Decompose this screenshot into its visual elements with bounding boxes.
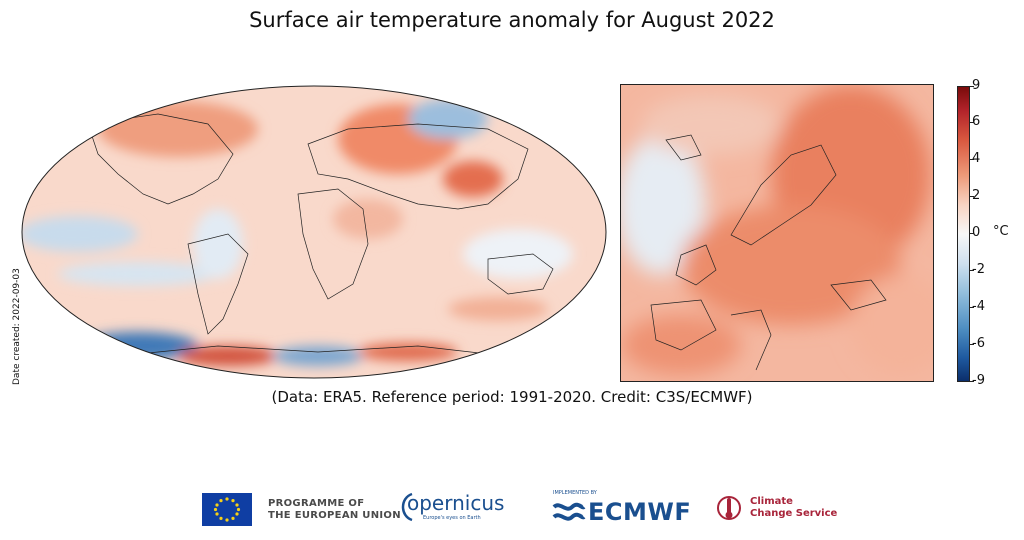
- eu-flag-icon: [202, 493, 252, 526]
- map-title: Surface air temperature anomaly for Augu…: [249, 8, 775, 32]
- ecmwf-waves-icon: [552, 502, 586, 521]
- colorbar-tick: 4: [972, 151, 981, 166]
- colorbar-tick: -6: [972, 336, 985, 351]
- world-anomaly-map: [21, 85, 607, 379]
- colorbar: [957, 86, 970, 382]
- colorbar-tick: 0: [972, 225, 981, 240]
- colorbar-tick: 2: [972, 188, 981, 203]
- eu-programme-text: PROGRAMME OF THE EUROPEAN UNION: [268, 498, 401, 521]
- thermometer-icon: [717, 496, 741, 520]
- colorbar-tick: -4: [972, 299, 985, 314]
- colorbar-tick: -9: [972, 373, 985, 388]
- colorbar-tick: 6: [972, 114, 981, 129]
- europe-anomaly-map: [620, 84, 934, 382]
- logos-row: PROGRAMME OF THE EUROPEAN UNION opernicu…: [0, 488, 1024, 528]
- colorbar-tick: -2: [972, 262, 985, 277]
- colorbar-tick: 9: [972, 78, 981, 93]
- colorbar-unit: °C: [993, 224, 1009, 239]
- copernicus-swoosh-icon: [401, 492, 413, 522]
- data-credit-caption: (Data: ERA5. Reference period: 1991-2020…: [271, 388, 753, 406]
